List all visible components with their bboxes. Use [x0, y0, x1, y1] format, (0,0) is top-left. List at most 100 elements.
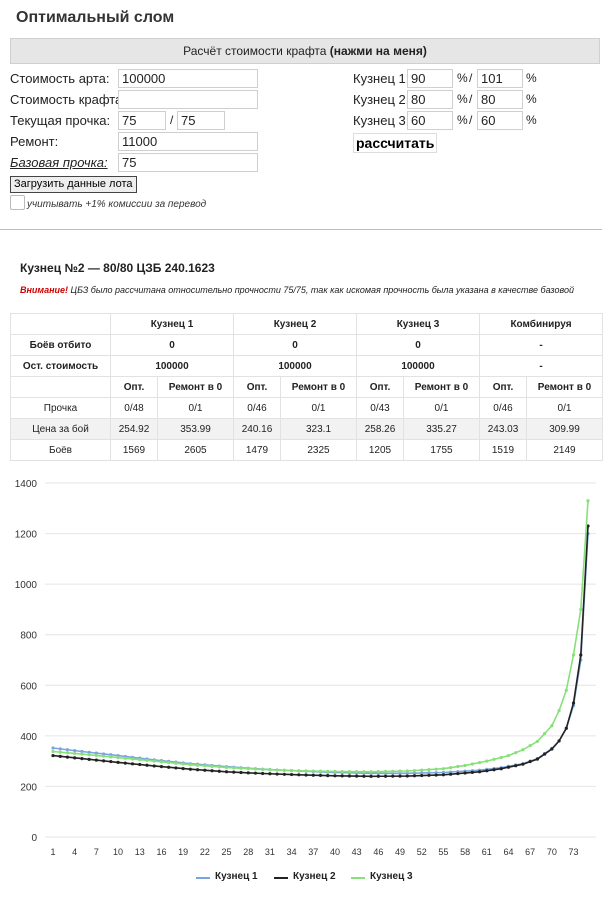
result-warning: Внимание! ЦБЗ было рассчитана относитель…	[20, 285, 574, 295]
subheader-repair: Ремонт в 0	[280, 376, 357, 398]
data-point	[58, 747, 62, 751]
data-point	[73, 749, 77, 753]
data-point	[232, 766, 236, 770]
data-point	[571, 701, 576, 705]
data-point	[586, 499, 590, 503]
data-point	[405, 774, 409, 778]
legend-swatch[interactable]	[274, 877, 288, 879]
smith-1-max-input[interactable]	[477, 69, 523, 88]
legend-item[interactable]: Кузнец 1	[215, 871, 258, 882]
data-point	[304, 773, 308, 777]
column-header: Кузнец 3	[356, 313, 480, 335]
art-cost-input[interactable]	[118, 69, 258, 88]
current-durability-input[interactable]	[118, 111, 166, 130]
data-point	[333, 774, 337, 778]
legend-swatch[interactable]	[196, 877, 210, 879]
data-point	[224, 765, 229, 770]
data-point	[51, 746, 55, 750]
load-lot-button[interactable]: Загрузить данные лота	[10, 176, 137, 193]
data-point	[326, 769, 330, 773]
smith-1-input[interactable]	[407, 69, 453, 88]
data-point	[268, 768, 272, 772]
data-point	[427, 768, 431, 772]
data-point	[102, 759, 106, 763]
repair-input[interactable]	[118, 132, 258, 151]
data-point	[275, 768, 279, 772]
legend-swatch[interactable]	[351, 877, 365, 879]
table-cell: 0/1	[403, 397, 480, 419]
data-point	[434, 773, 438, 777]
data-point	[87, 753, 91, 757]
data-point	[152, 759, 156, 763]
base-durability-link[interactable]: Базовая прочка:	[10, 155, 108, 170]
data-point	[571, 653, 576, 657]
data-point	[557, 708, 561, 713]
y-tick-label: 800	[20, 631, 37, 642]
y-tick-label: 1200	[15, 530, 38, 541]
table-cell: 258.26	[356, 418, 404, 440]
y-tick-label: 1000	[15, 580, 38, 591]
data-point	[456, 771, 460, 776]
data-point	[123, 761, 127, 765]
data-point	[398, 774, 402, 778]
table-cell: 1519	[479, 439, 527, 461]
data-point	[261, 767, 265, 772]
data-point	[506, 753, 511, 758]
data-point	[579, 607, 583, 612]
smith-1-percent: %	[457, 71, 468, 85]
craft-cost-toggle[interactable]: Расчёт стоимости крафта (нажми на меня)	[10, 38, 600, 64]
legend-item[interactable]: Кузнец 3	[370, 871, 413, 882]
data-point	[420, 768, 424, 772]
x-tick-label: 31	[265, 847, 275, 857]
data-point	[130, 762, 135, 766]
data-point	[311, 773, 315, 777]
x-tick-label: 49	[395, 847, 405, 857]
smith-3-input[interactable]	[407, 111, 453, 130]
data-point	[102, 752, 106, 756]
legend-item[interactable]: Кузнец 2	[293, 871, 336, 882]
table-cell: 240.16	[233, 418, 281, 440]
data-point	[405, 771, 409, 775]
smith-1-max-percent: %	[526, 71, 537, 85]
smith-2-percent: %	[457, 92, 468, 106]
data-point	[239, 766, 243, 770]
smith-3-label: Кузнец 3:	[353, 113, 410, 128]
data-point	[130, 757, 135, 761]
data-point	[210, 769, 214, 773]
calculate-button[interactable]: рассчитать	[353, 133, 438, 153]
x-tick-label: 70	[547, 847, 557, 857]
x-tick-label: 25	[222, 847, 232, 857]
data-point	[138, 758, 142, 762]
y-tick-label: 400	[20, 732, 37, 743]
data-point	[535, 757, 539, 761]
data-point	[174, 766, 178, 770]
art-cost-label: Стоимость арта:	[10, 71, 110, 86]
data-point	[109, 755, 113, 759]
data-point	[80, 752, 84, 756]
data-point	[246, 771, 250, 775]
data-point	[485, 759, 489, 763]
smith-2-max-input[interactable]	[477, 90, 523, 109]
smith-2-input[interactable]	[407, 90, 453, 109]
craft-cost-input[interactable]	[118, 90, 258, 109]
data-point	[65, 751, 70, 755]
price-per-fight-chart: 0 200 400 600 800 1000 1200 1400 1 4 7 10 13 16 19 22 25…	[15, 479, 596, 857]
table-cell: 1755	[403, 439, 480, 461]
data-point	[376, 770, 380, 774]
commission-checkbox[interactable]	[10, 195, 25, 210]
data-point	[297, 769, 301, 773]
x-tick-label: 13	[135, 847, 145, 857]
x-tick-label: 1	[50, 847, 55, 857]
data-point	[87, 750, 91, 754]
smith-3-max-input[interactable]	[477, 111, 523, 130]
commission-label: учитывать +1% комиссии за перевод	[27, 199, 207, 210]
data-point	[253, 771, 258, 775]
base-durability-input[interactable]	[118, 153, 258, 172]
max-durability-input[interactable]	[177, 111, 225, 130]
data-point	[369, 770, 373, 774]
column-header: Кузнец 2	[233, 313, 357, 335]
subheader-opt: Опт.	[479, 376, 527, 398]
data-point	[470, 770, 474, 774]
data-point	[521, 748, 525, 752]
data-point	[492, 768, 496, 772]
